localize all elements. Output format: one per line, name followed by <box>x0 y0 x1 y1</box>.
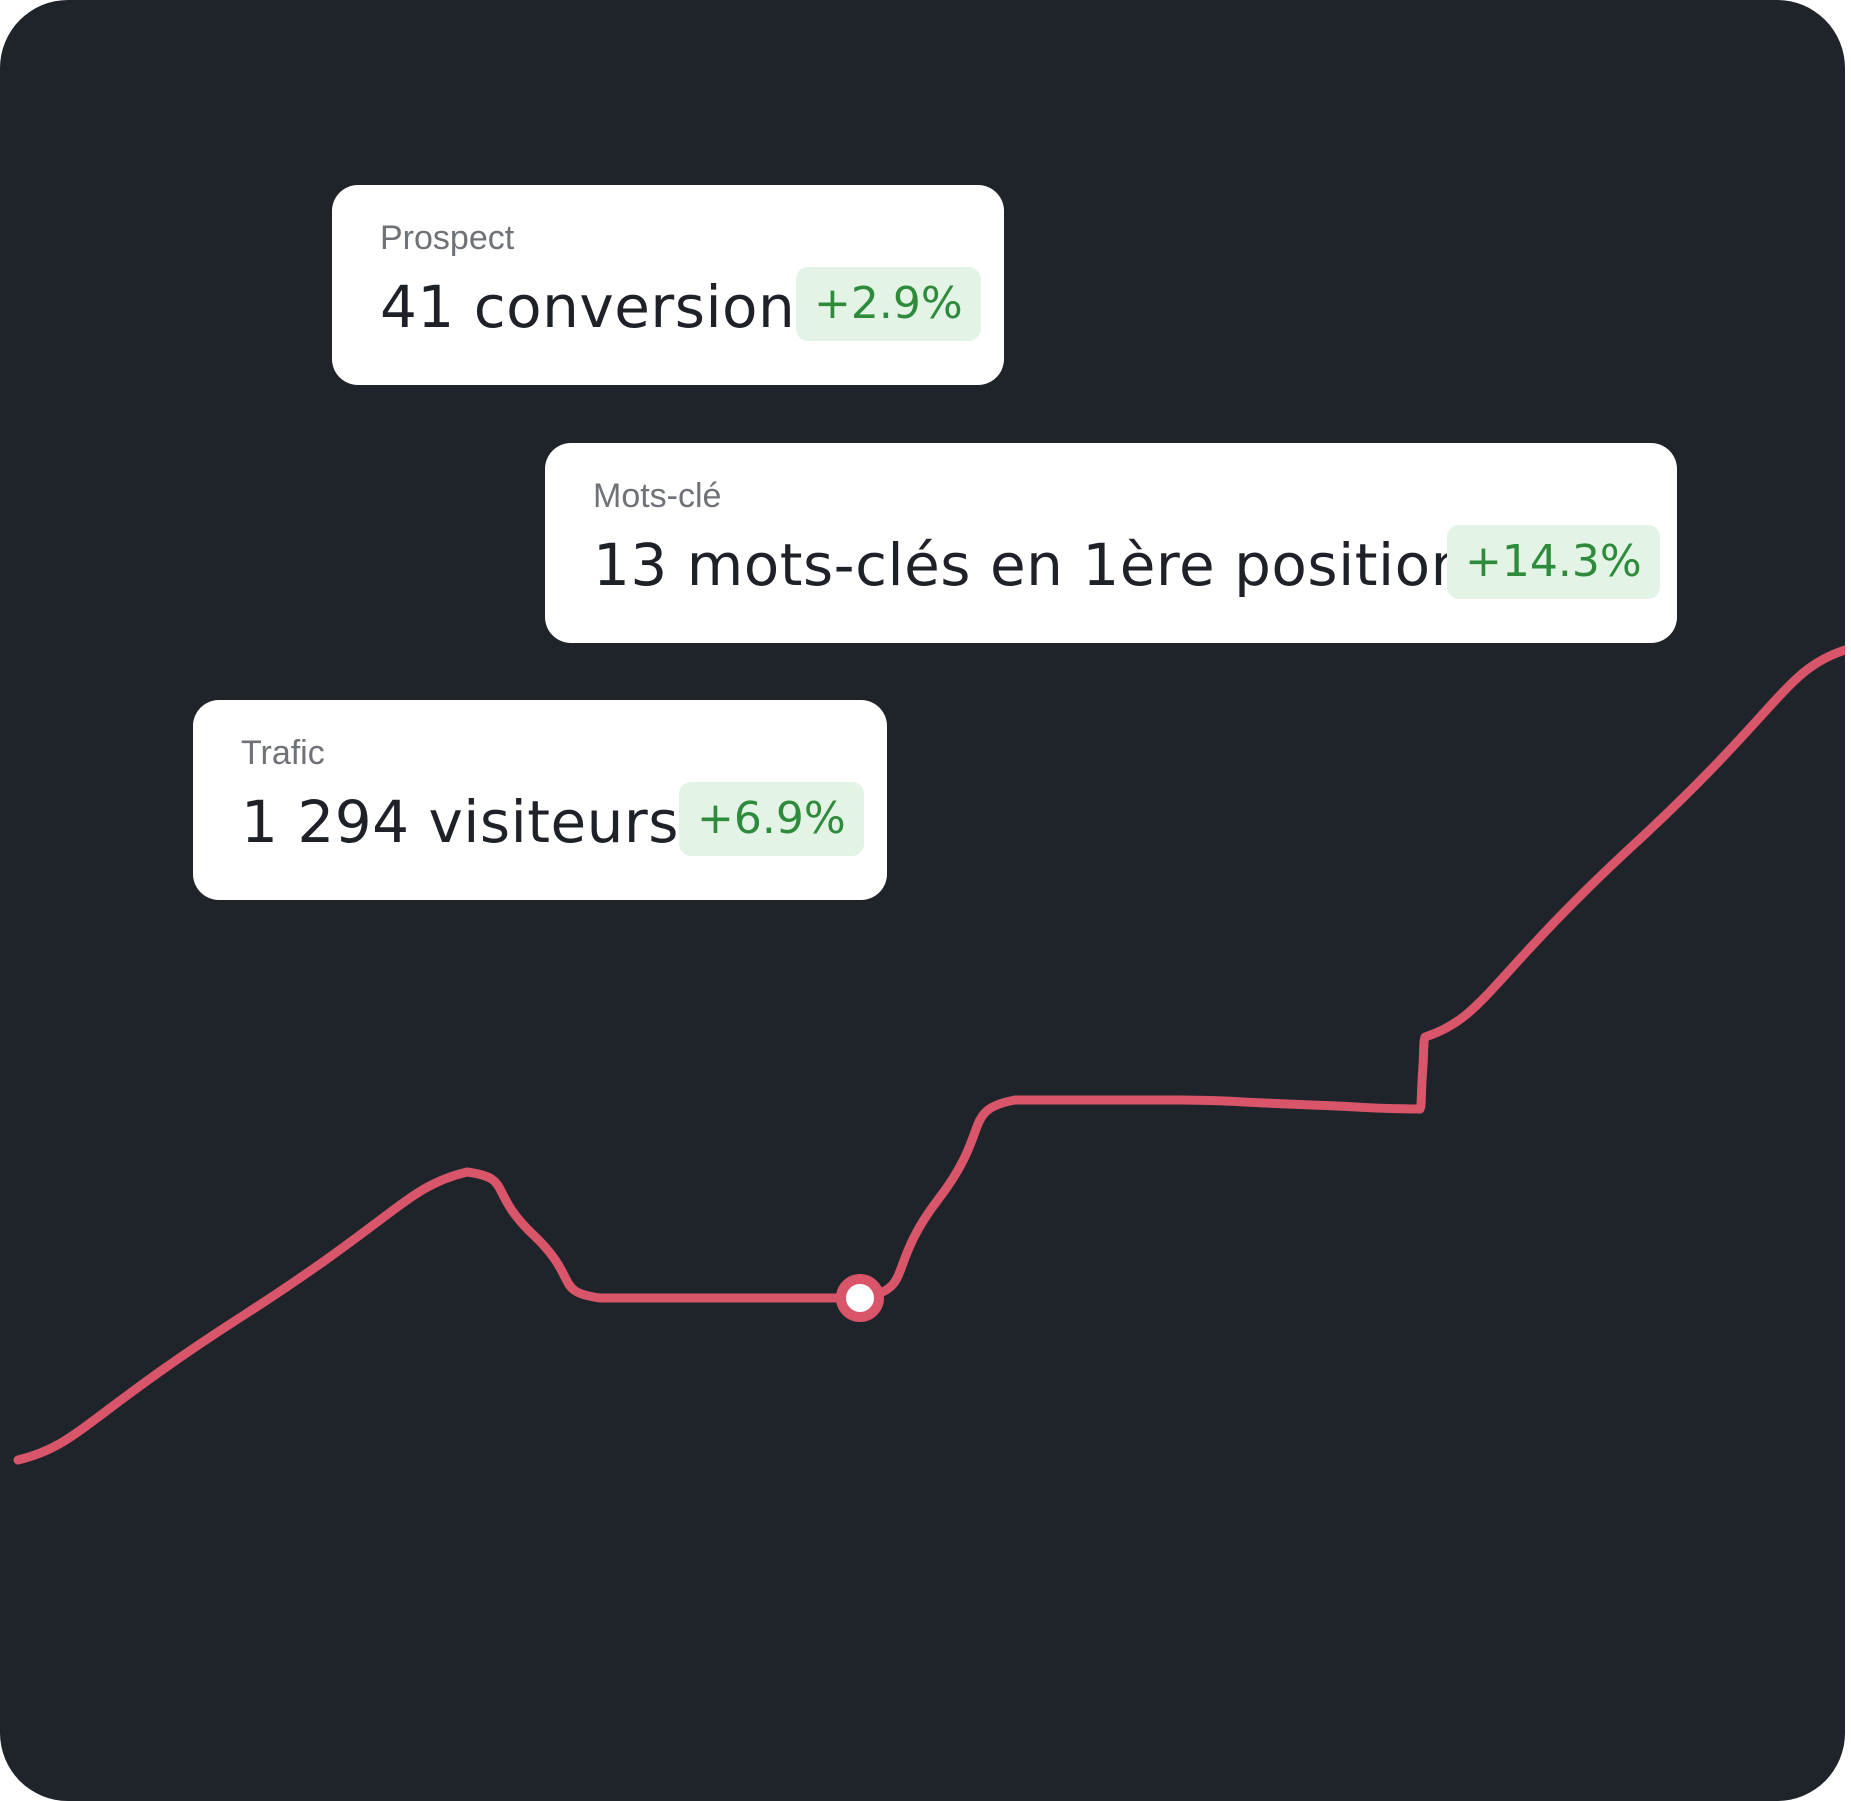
card-value: 13 mots-clés en 1ère position <box>593 531 1468 599</box>
highlight-point[interactable] <box>836 1274 884 1322</box>
card-value: 41 conversion <box>380 273 796 341</box>
keywords-card: Mots-clé 13 mots-clés en 1ère position +… <box>545 443 1677 643</box>
traffic-card: Trafic 1 294 visiteurs +6.9% <box>193 700 887 900</box>
series-line <box>13 645 1845 1465</box>
card-label: Mots-clé <box>593 477 722 515</box>
card-label: Prospect <box>380 219 515 257</box>
card-label: Trafic <box>241 734 325 772</box>
change-badge: +2.9% <box>796 267 981 341</box>
change-badge: +6.9% <box>679 782 864 856</box>
card-value: 1 294 visiteurs <box>241 788 679 856</box>
change-badge: +14.3% <box>1447 525 1660 599</box>
prospect-card: Prospect 41 conversion +2.9% <box>332 185 1004 385</box>
